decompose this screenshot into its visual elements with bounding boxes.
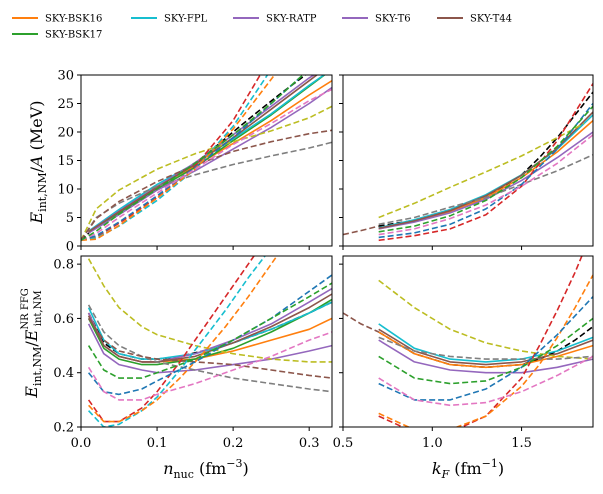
legend-item: SKY-T6 xyxy=(342,14,411,25)
series-line xyxy=(87,256,255,423)
axis-labels: Eint,NM/A (MeV) Eint,NM/ENR FFG int,NM nnuc… xyxy=(20,100,504,481)
series-line xyxy=(378,323,593,363)
series-line xyxy=(378,131,593,230)
legend-item: SKY-T44 xyxy=(437,14,512,25)
series-line xyxy=(87,274,332,396)
series-line xyxy=(378,154,593,226)
series-line xyxy=(88,75,319,233)
series-line xyxy=(378,317,593,385)
legend: SKY-BSK16 SKY-BSK17 SKY-FPL SKY-RATP SKY-T6 S… xyxy=(12,14,512,41)
panels: 0 5 10 15 20 25 30 0.0 0.1 0.2 0.3 0.2 0.4 0.6 0.8 0.5 1… xyxy=(53,69,594,451)
series-group xyxy=(343,83,593,242)
series-line xyxy=(378,122,585,219)
y-tick-label: 0.4 xyxy=(53,366,74,381)
series-line xyxy=(378,134,593,236)
series-line xyxy=(88,256,278,423)
series-line xyxy=(378,105,593,233)
series-line xyxy=(87,298,332,366)
y-tick-label: 25 xyxy=(57,97,74,112)
legend-label: SKY-T44 xyxy=(470,14,512,25)
legend-label: SKY-BSK16 xyxy=(45,14,102,25)
legend-item: SKY-FPL xyxy=(131,14,208,25)
series-line xyxy=(81,75,305,241)
series-line xyxy=(378,83,593,242)
y-tick-label: 0 xyxy=(66,240,74,255)
y-axis-label-bottom: Eint,NM/ENR FFG int,NM xyxy=(20,288,44,399)
legend-label: SKY-FPL xyxy=(164,14,208,25)
series-line xyxy=(87,317,332,379)
y-tick-label: 10 xyxy=(57,183,74,198)
legend-item: SKY-RATP xyxy=(233,14,317,25)
series-line xyxy=(378,119,593,230)
series-line xyxy=(81,75,269,242)
y-tick-label: 20 xyxy=(57,126,74,141)
series-line xyxy=(378,336,593,360)
panel-bottom-left: 0.0 0.1 0.2 0.3 0.2 0.4 0.6 0.8 xyxy=(53,255,333,451)
legend-item: SKY-BSK17 xyxy=(12,30,102,41)
series-line xyxy=(378,91,593,227)
series-line xyxy=(88,86,332,234)
series-line xyxy=(378,274,593,427)
series-line xyxy=(378,114,593,229)
series-line xyxy=(87,331,332,401)
y-axis-label-top: Eint,NM/A (MeV) xyxy=(27,100,49,224)
panel-frame xyxy=(80,255,333,428)
series-line xyxy=(378,103,593,239)
panel-frame xyxy=(342,74,594,247)
series-line xyxy=(87,293,332,363)
y-tick-label: 0.6 xyxy=(53,312,74,327)
series-line xyxy=(378,279,593,360)
series-group xyxy=(343,256,593,427)
series-line xyxy=(378,339,593,374)
series-line xyxy=(343,225,379,236)
x-tick-label: 1.0 xyxy=(422,436,443,451)
series-line xyxy=(343,312,380,333)
x-tick-label: 0.5 xyxy=(333,436,354,451)
series-line xyxy=(88,256,266,427)
legend-item: SKY-BSK16 xyxy=(12,14,102,25)
series-line xyxy=(378,256,583,427)
series-line xyxy=(81,75,262,242)
panel-top-right xyxy=(339,74,594,250)
series-line xyxy=(88,75,326,233)
x-tick-label: 1.5 xyxy=(511,436,532,451)
x-axis-label-right: kF (fm−1) xyxy=(432,457,504,481)
x-axis-label-left: nnuc (fm−3) xyxy=(163,457,249,481)
x-tick-label: 0.3 xyxy=(299,436,320,451)
x-tick-label: 0.2 xyxy=(223,436,244,451)
x-tick-label: 0.0 xyxy=(71,436,92,451)
y-tick-label: 5 xyxy=(66,211,74,226)
y-tick-label: 30 xyxy=(57,69,74,84)
legend-label: SKY-RATP xyxy=(266,14,317,25)
y-tick-label: 0.2 xyxy=(53,421,74,436)
y-tick-label: 15 xyxy=(57,154,74,169)
x-tick-label: 0.1 xyxy=(147,436,168,451)
legend-label: SKY-BSK17 xyxy=(45,30,102,41)
series-line xyxy=(87,301,332,360)
panel-top-left: 0 5 10 15 20 25 30 xyxy=(57,69,333,255)
panel-frame xyxy=(80,74,333,247)
series-group xyxy=(87,256,332,427)
series-line xyxy=(81,75,276,242)
series-group xyxy=(81,75,332,242)
series-line xyxy=(88,75,316,233)
series-line xyxy=(81,105,332,241)
legend-label: SKY-T6 xyxy=(375,14,411,25)
series-line xyxy=(87,282,332,379)
panel-frame xyxy=(342,255,594,428)
series-line xyxy=(378,355,593,407)
series-line xyxy=(81,88,332,242)
series-line xyxy=(378,331,593,369)
panel-bottom-right: 0.5 1.0 1.5 xyxy=(333,255,594,451)
y-tick-label: 0.8 xyxy=(53,258,74,273)
series-line xyxy=(378,111,593,230)
